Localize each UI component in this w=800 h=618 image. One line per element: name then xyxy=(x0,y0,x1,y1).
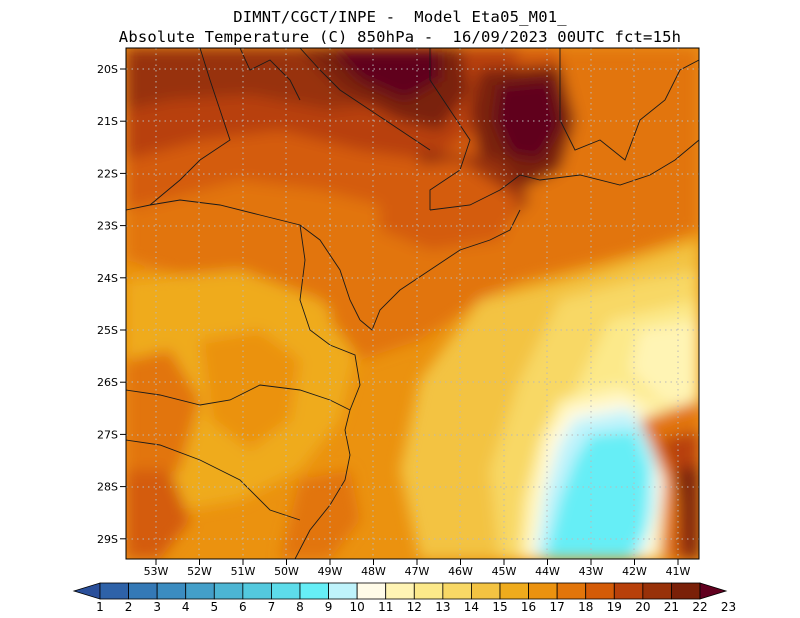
colorbar-swatch xyxy=(499,582,529,600)
lon-label: 46W xyxy=(448,565,473,578)
lat-label: 21S xyxy=(97,115,118,128)
colorbar-label: 22 xyxy=(692,600,707,614)
title-line-1: DIMNT/CGCT/INPE - Model Eta05_M01_ xyxy=(233,8,567,26)
colorbar-swatch xyxy=(642,582,672,600)
colorbar-label: 15 xyxy=(492,600,507,614)
lon-label: 47W xyxy=(405,565,430,578)
colorbar-arrow-high xyxy=(699,582,728,600)
colorbar-label: 19 xyxy=(607,600,622,614)
colorbar-label: 2 xyxy=(125,600,133,614)
colorbar-label: 20 xyxy=(635,600,650,614)
colorbar-swatch xyxy=(442,582,472,600)
longitude-axis: 53W 52W 51W 50W 49W 48W 47W 46W 45W 44W 43W 42W 41W xyxy=(144,559,691,578)
colorbar-label: 7 xyxy=(268,600,276,614)
colorbar-swatch xyxy=(413,582,444,600)
colorbar-label: 17 xyxy=(550,600,565,614)
colorbar-swatch xyxy=(299,582,329,600)
colorbar-swatch xyxy=(471,582,501,600)
lon-label: 50W xyxy=(274,565,299,578)
lat-label: 23S xyxy=(97,220,118,233)
colorbar-label: 5 xyxy=(210,600,218,614)
lat-label: 20S xyxy=(97,63,118,76)
colorbar-swatch xyxy=(99,582,129,600)
lat-label: 24S xyxy=(97,272,118,285)
lon-label: 52W xyxy=(187,565,212,578)
lat-label: 22S xyxy=(97,167,118,180)
title-line-2: Absolute Temperature (C) 850hPa - 16/09/… xyxy=(118,28,682,46)
colorbar-label: 21 xyxy=(664,600,679,614)
lat-label: 28S xyxy=(97,481,118,494)
lon-label: 51W xyxy=(231,565,256,578)
latitude-axis: 20S 21S 22S 23S 24S 25S 26S 27S 28S 29S xyxy=(97,63,126,546)
colorbar-swatch xyxy=(671,582,701,600)
lon-label: 41W xyxy=(666,565,691,578)
colorbar-label: 4 xyxy=(182,600,190,614)
colorbar-label: 11 xyxy=(378,600,393,614)
colorbar-swatch xyxy=(185,582,215,600)
colorbar-label: 18 xyxy=(578,600,593,614)
colorbar-swatch xyxy=(242,582,272,600)
colorbar-label: 1 xyxy=(96,600,104,614)
colorbar-swatch xyxy=(528,582,558,600)
lon-label: 44W xyxy=(535,565,560,578)
lat-label: 27S xyxy=(97,428,118,441)
colorbar-label: 16 xyxy=(521,600,536,614)
colorbar-label: 12 xyxy=(407,600,422,614)
lat-label: 29S xyxy=(97,533,118,546)
temperature-field xyxy=(126,48,699,559)
colorbar-swatch xyxy=(356,582,387,600)
colorbar-swatch xyxy=(213,582,244,600)
colorbar-swatch xyxy=(613,582,644,600)
lon-label: 53W xyxy=(144,565,169,578)
colorbar-swatch xyxy=(128,582,158,600)
colorbar-swatch xyxy=(271,582,301,600)
lon-label: 42W xyxy=(622,565,647,578)
colorbar-swatch xyxy=(556,582,587,600)
lat-gridlines xyxy=(126,68,699,540)
colorbar-label: 9 xyxy=(325,600,333,614)
lat-label: 26S xyxy=(97,376,118,389)
colorbar-swatch xyxy=(585,582,615,600)
colorbar-label: 23 xyxy=(721,600,736,614)
colorbar-label: 14 xyxy=(464,600,479,614)
colorbar-swatch xyxy=(156,582,187,600)
lon-label: 49W xyxy=(318,565,343,578)
colorbar: 1 2 3 4 5 6 7 8 9 10 11 12 13 14 15 16 17 18 19 20 21 22 23 xyxy=(72,582,736,614)
map-boundaries xyxy=(126,48,699,559)
lat-label: 25S xyxy=(97,324,118,337)
colorbar-label: 8 xyxy=(296,600,304,614)
colorbar-arrow-low xyxy=(72,582,101,600)
colorbar-label: 3 xyxy=(153,600,161,614)
colorbar-swatch xyxy=(385,582,415,600)
colorbar-swatch xyxy=(328,582,358,600)
colorbar-label: 6 xyxy=(239,600,247,614)
colorbar-label: 13 xyxy=(435,600,450,614)
lon-label: 45W xyxy=(492,565,517,578)
map-frame xyxy=(125,47,700,560)
colorbar-label: 10 xyxy=(350,600,365,614)
lon-label: 43W xyxy=(579,565,604,578)
lon-label: 48W xyxy=(361,565,386,578)
